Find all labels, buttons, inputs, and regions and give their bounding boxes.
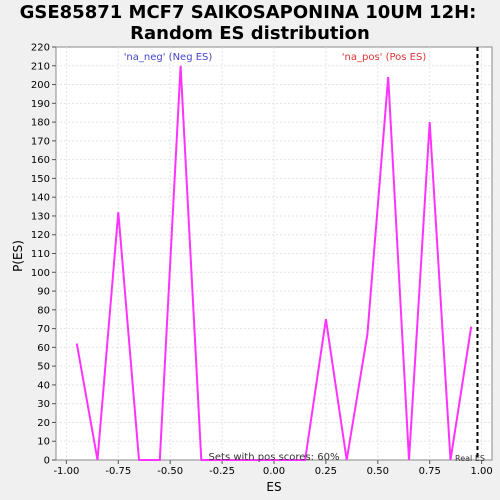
y-tick-label: 220	[31, 43, 50, 54]
y-tick-label: 150	[31, 174, 50, 185]
legend-pos-label: 'na_pos' (Pos ES)	[342, 52, 427, 63]
x-axis-label: ES	[266, 480, 281, 494]
y-tick-label: 60	[37, 343, 50, 354]
y-tick-label: 40	[37, 380, 50, 391]
y-tick-label: 110	[31, 249, 50, 260]
x-tick-label: 0.00	[263, 466, 285, 477]
y-tick-label: 30	[37, 399, 50, 410]
chart-title-line2: Random ES distribution	[130, 23, 370, 44]
y-tick-label: 100	[31, 268, 50, 279]
y-tick-label: 20	[37, 418, 50, 429]
x-tick-label: 0.25	[315, 466, 337, 477]
x-tick-label: -1.00	[53, 466, 79, 477]
y-tick-label: 80	[37, 305, 50, 316]
x-axis-ticks: -1.00 -0.75 -0.50 -0.25 0.00 0.25 0.50 0.75 1.00	[53, 460, 493, 477]
y-tick-label: 140	[31, 193, 50, 204]
x-tick-label: -0.75	[105, 466, 131, 477]
x-tick-label: 0.50	[367, 466, 389, 477]
real-es-label: Real ES	[455, 454, 485, 463]
y-tick-label: 130	[31, 211, 50, 222]
y-tick-label: 190	[31, 99, 50, 110]
x-tick-label: 1.00	[470, 466, 492, 477]
y-tick-label: 160	[31, 155, 50, 166]
y-tick-label: 180	[31, 118, 50, 129]
y-tick-label: 200	[31, 80, 50, 91]
pos-scores-annotation: Sets with pos scores: 60%	[209, 452, 340, 463]
series-layer	[75, 65, 473, 461]
y-axis-ticks: 0 10 20 30 40 50 60 70 80 90 100 110 120 130 140 150 160…	[31, 43, 56, 467]
grid-lines	[56, 47, 492, 460]
y-tick-label: 10	[37, 437, 50, 448]
series-line	[75, 65, 473, 461]
y-axis-label: P(ES)	[11, 240, 25, 272]
chart-title-line1: GSE85871 MCF7 SAIKOSAPONINA 10UM 12H:	[20, 2, 477, 23]
y-tick-label: 120	[31, 230, 50, 241]
x-tick-label: -0.50	[157, 466, 183, 477]
y-tick-label: 70	[37, 324, 50, 335]
legend-neg-label: 'na_neg' (Neg ES)	[124, 52, 213, 63]
y-tick-label: 50	[37, 362, 50, 373]
x-tick-label: -0.25	[209, 466, 235, 477]
y-tick-label: 0	[44, 456, 50, 467]
x-tick-label: 0.75	[419, 466, 441, 477]
y-tick-label: 90	[37, 287, 50, 298]
y-tick-label: 210	[31, 61, 50, 72]
y-tick-label: 170	[31, 136, 50, 147]
